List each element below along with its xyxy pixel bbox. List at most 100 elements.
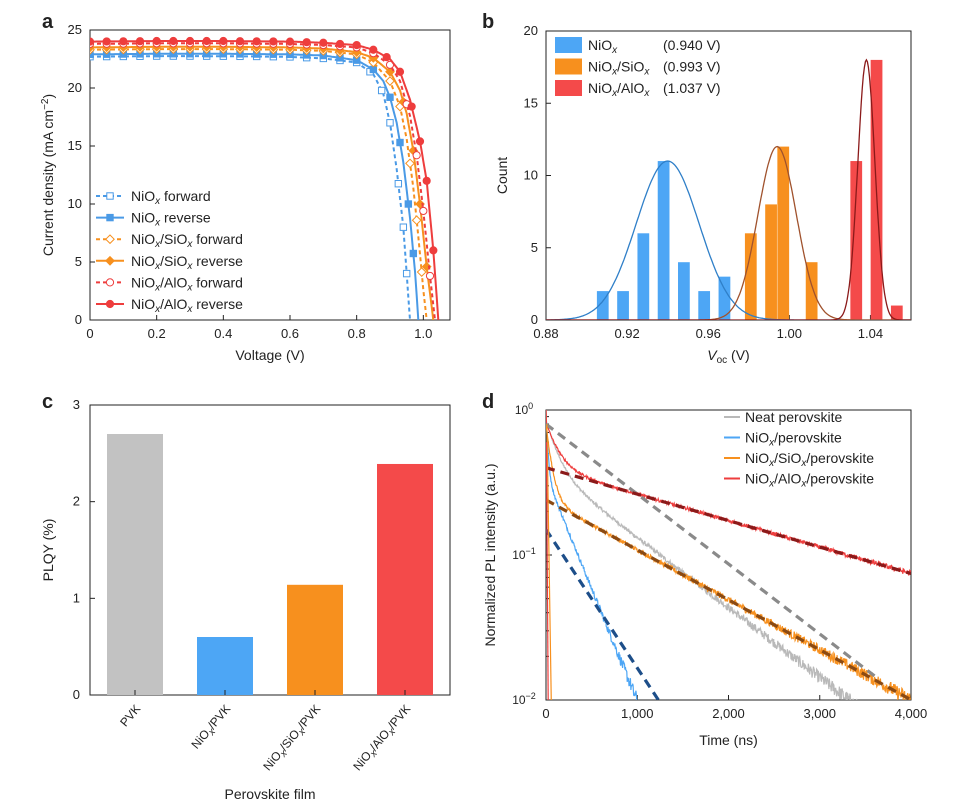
legend-b: NiOx (0.940 V)NiOx/SiOx (0.993 V)NiOx/AlOx…: [555, 37, 721, 99]
jv-marker-5: [90, 37, 95, 46]
label-part: reverse: [160, 210, 211, 226]
x-tick-label-a: 0.6: [281, 326, 299, 341]
hist-bar-0: [657, 161, 670, 320]
x-tick-label-d: 0: [542, 706, 549, 721]
panel-letter-b: b: [482, 11, 494, 33]
jv-marker-0: [386, 119, 394, 127]
jv-marker-5: [285, 37, 295, 46]
jv-marker-5: [335, 39, 345, 49]
label-part: NiO: [745, 450, 769, 466]
label-part: /perovskite: [774, 430, 842, 446]
plot-frame-c: [89, 404, 451, 696]
label-part: /PVK: [295, 702, 323, 732]
label-part: /PVK: [385, 702, 413, 732]
tick-exp: −2: [526, 691, 536, 701]
jv-marker-5: [415, 137, 425, 146]
jv-marker-5: [395, 67, 405, 76]
hist-bar-1: [744, 233, 757, 320]
subscript-x: x: [186, 239, 193, 250]
plot-area-b: [546, 58, 911, 320]
tick-base: 10: [515, 403, 529, 417]
y-tick-label-b: 10: [524, 168, 538, 183]
hist-bar-1: [805, 262, 818, 320]
jv-curve-5: [90, 40, 440, 320]
x-tick-label-b: 0.96: [696, 326, 721, 341]
jv-marker-4: [425, 271, 435, 281]
legend-label-a: NiOx reverse: [131, 210, 211, 229]
subscript-x: x: [800, 458, 807, 469]
tick-base: 10: [512, 548, 526, 562]
panel-letter-d: d: [482, 391, 494, 413]
subscript-x: x: [186, 304, 193, 315]
subscript-x: x: [611, 67, 618, 78]
legend-label-b: NiOx/SiOx: [588, 59, 650, 78]
panel-a-jv-curves: 0 0.2 0.4 0.6 0.8 1.0 0 5 10 15 20 25 Voltage (V) Cur…: [40, 22, 451, 363]
jv-marker-1: [396, 138, 404, 147]
subscript-x: x: [611, 45, 618, 56]
label-part: NiO: [131, 296, 155, 312]
jv-marker-1: [386, 93, 394, 101]
subscript-x: x: [154, 261, 161, 272]
plot-area-d: [546, 410, 911, 700]
legend-value-b: (1.037 V): [663, 80, 721, 96]
jv-marker-3: [421, 261, 432, 272]
jv-marker-4: [412, 151, 421, 160]
label-part: NiO: [131, 210, 155, 226]
subscript-x: x: [643, 88, 650, 99]
jv-marker-5: [252, 37, 261, 46]
jv-marker-5: [407, 102, 416, 111]
label-part: forward: [192, 274, 243, 290]
decay-fit-2: [546, 498, 911, 700]
label-part: /perovskite: [806, 450, 874, 466]
label-part: reverse: [192, 296, 243, 312]
jv-marker-5: [219, 36, 228, 46]
subscript-x: x: [643, 67, 650, 78]
y-tick-label-a: 20: [68, 80, 82, 95]
jv-marker-5: [152, 36, 161, 46]
label-part: NiO: [131, 274, 155, 290]
legend-label-a: NiOx forward: [131, 188, 211, 207]
y-tick-label-b: 0: [531, 312, 538, 327]
plqy-bar: [377, 463, 433, 695]
legend-value-b: (0.940 V): [663, 37, 721, 53]
label-part: NiO: [131, 188, 155, 204]
jv-marker-0: [399, 223, 408, 231]
x-tick-label-a: 0.4: [214, 326, 232, 341]
y-tick-label-c: 0: [73, 687, 80, 702]
hist-bar-2: [850, 161, 863, 320]
y-label-end: ): [40, 94, 56, 99]
subscript-x: x: [800, 479, 807, 490]
subscript-x: x: [768, 479, 775, 490]
y-axis-label-b: Count: [494, 157, 510, 194]
label-part: reverse: [192, 253, 243, 269]
legend-label-b: NiOx: [588, 37, 618, 56]
decay-trace-1: [546, 410, 638, 700]
legend-label-a: NiOx/SiOx forward: [131, 231, 243, 250]
jv-marker-1: [409, 249, 418, 258]
hist-bar-0: [698, 291, 711, 320]
subscript-x: x: [154, 304, 161, 315]
label-part: forward: [192, 231, 243, 247]
jv-marker-5: [102, 37, 111, 46]
label-part: /AlO: [774, 471, 801, 487]
legend-marker-a: [106, 213, 114, 222]
label-part: PVK: [117, 702, 143, 729]
x-tick-label-d: 4,000: [895, 706, 928, 721]
jv-marker-5: [369, 45, 378, 54]
y-label-main: Current density (mA cm: [40, 110, 56, 256]
hist-bar-0: [617, 291, 629, 320]
label-part: /AlO: [160, 274, 187, 290]
label-part: NiO: [745, 430, 769, 446]
y-tick-label-b: 20: [524, 23, 538, 38]
plot-area-a: [90, 36, 440, 320]
legend-d: Neat perovskiteNiOx/perovskiteNiOx/SiOx/…: [724, 409, 874, 490]
x-label-main: V: [707, 347, 718, 363]
x-tick-label-d: 3,000: [803, 706, 836, 721]
legend-marker-a: [105, 299, 115, 309]
y-tick-label-d: 100: [515, 401, 533, 417]
subscript-x: x: [768, 458, 775, 469]
label-part: NiO: [745, 471, 769, 487]
x-axis-label-c: Perovskite film: [224, 786, 315, 802]
